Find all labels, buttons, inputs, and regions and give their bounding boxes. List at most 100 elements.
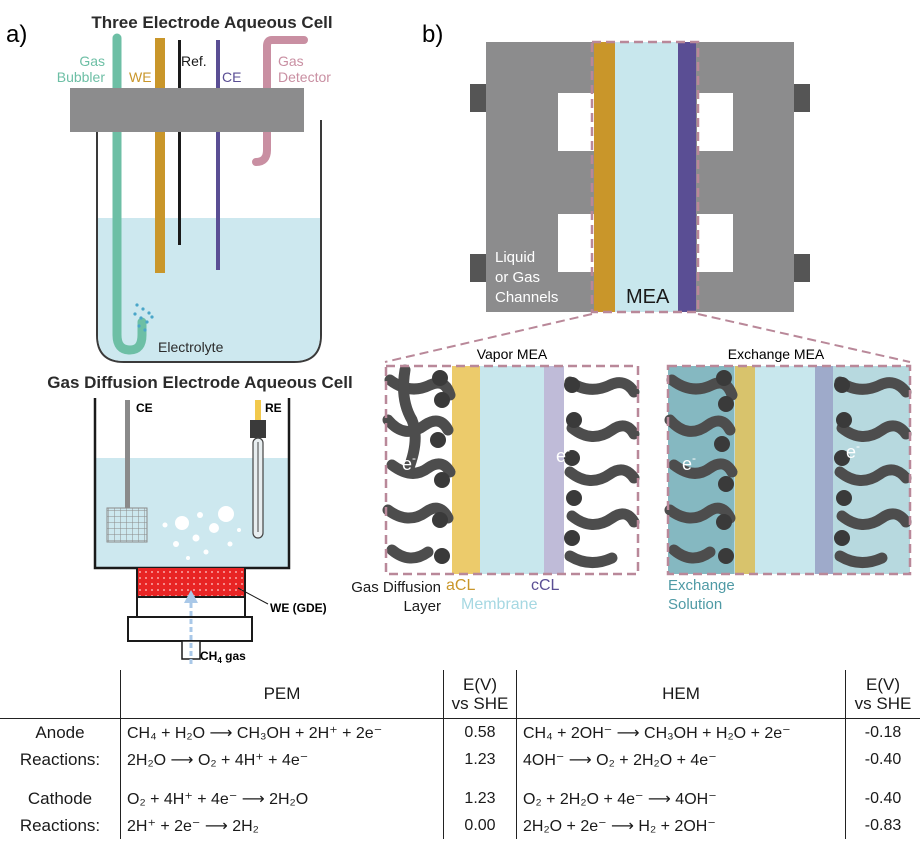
exchange-acl: [735, 366, 755, 574]
vapor-electron-left: e-: [402, 451, 416, 474]
pem-reaction: 2H⁺ + 2e⁻ ⟶ 2H₂: [120, 812, 444, 839]
ce-label: CE: [222, 69, 241, 85]
anode-label-1: Anode: [35, 722, 85, 742]
hem-potential: -0.18: [845, 718, 920, 746]
hem-potential: -0.40: [845, 746, 920, 773]
beaker-outline: [96, 120, 322, 363]
ref-label: Ref.: [181, 53, 207, 69]
gas-bubbler-label-2: Bubbler: [57, 69, 106, 85]
gde-re-label: RE: [265, 401, 282, 415]
gde-re-tip: [255, 400, 261, 422]
vapor-acl: [452, 366, 480, 574]
gas-detector-label-2: Detector: [278, 69, 331, 85]
pem-reaction: 2H₂O ⟶ O₂ + 4H⁺ + 4e⁻: [120, 746, 444, 773]
electrolyte-label: Electrolyte: [158, 339, 224, 355]
exchange-dashed-outline: [666, 364, 912, 576]
three-electrode-title: Three Electrode Aqueous Cell: [91, 13, 332, 32]
gde-ce-mesh: [106, 507, 148, 543]
left-channel-bottom: [558, 214, 594, 272]
vapor-gdl-fibers-right: [564, 376, 640, 568]
hem-reaction: CH₄ + 2OH⁻ ⟶ CH₃OH + H₂O + 2e⁻: [516, 718, 846, 746]
electrolyte-fill: [98, 218, 320, 361]
gde-ce-label: CE: [136, 401, 153, 415]
exchange-electron-left: e-: [682, 451, 696, 474]
vapor-ccl: [544, 366, 564, 574]
anode-label-2: Reactions:: [19, 749, 101, 769]
hem-reaction: 4OH⁻ ⟶ O₂ + 2H₂O + 4e⁻: [516, 746, 846, 773]
exchange-ccl: [815, 366, 833, 574]
mea-dashed-outline: [590, 40, 700, 314]
working-electrode-rod: [155, 38, 165, 273]
exchange-gdl-fibers-left: [664, 374, 738, 564]
vapor-gdl-particles-left: [430, 370, 450, 564]
reference-electrode-rod: [178, 40, 181, 245]
gde-re-cap: [250, 420, 266, 438]
mea-cell: Liquid or Gas Channels MEA: [384, 40, 911, 363]
pem-potential: 0.00: [443, 812, 517, 839]
we-label: WE: [129, 69, 152, 85]
vapor-mea-detail: Vapor MEA e- e-: [382, 346, 640, 576]
exchange-gdl-particles-right: [834, 377, 852, 546]
acl-label: aCL: [446, 577, 475, 594]
cathode-label-1: Cathode: [27, 788, 93, 808]
gde-bubbles: [162, 506, 241, 560]
port-left-bottom: [470, 254, 488, 282]
exchange-solution-label-1: Exchange: [668, 577, 735, 594]
ch4-gas-label: CH4 gas: [200, 649, 246, 665]
reaction-table: PEM E(V) vs SHE HEM E(V) vs SHE Anode CH₄ …: [0, 670, 920, 839]
panel-a-label: a): [6, 21, 27, 48]
right-channel-top: [697, 93, 733, 151]
vapor-membrane: [480, 366, 544, 574]
table-row: Cathode O₂ + 4H⁺ + 4e⁻ ⟶ 2H₂O 1.23 O₂ + …: [0, 785, 920, 812]
membrane-layer: [615, 42, 678, 312]
mea-label: MEA: [626, 286, 670, 308]
ccl-label: cCL: [531, 577, 560, 594]
pem-potential: 1.23: [443, 746, 517, 773]
header-pem: PEM: [120, 670, 444, 719]
right-channel-bottom: [697, 214, 733, 272]
mea-legend: Gas Diffusion Layer aCL cCL Membrane Exc…: [351, 577, 734, 615]
zoom-line-left: [384, 313, 593, 363]
gde-cell: Gas Diffusion Electrode Aqueous Cell CE …: [47, 373, 352, 665]
channels-label-1: Liquid: [495, 249, 535, 266]
zoom-line-right: [697, 313, 911, 363]
hem-potential: -0.40: [845, 785, 920, 812]
header-pem-e: E(V) vs SHE: [443, 670, 517, 719]
vapor-gdl-fibers-left: [382, 364, 456, 564]
anode-layer: [594, 42, 615, 312]
vapor-mea-title: Vapor MEA: [477, 346, 548, 362]
exchange-gdl-fibers-right: [834, 376, 912, 568]
header-hem: HEM: [516, 670, 846, 719]
channels-label-3: Channels: [495, 289, 558, 306]
we-gde-label: WE (GDE): [270, 601, 327, 615]
hem-reaction: O₂ + 2H₂O + 4e⁻ ⟶ 4OH⁻: [516, 785, 846, 812]
exchange-mea-title: Exchange MEA: [728, 346, 825, 362]
vapor-electron-right: e-: [556, 443, 570, 466]
hem-potential: -0.83: [845, 812, 920, 839]
gde-title: Gas Diffusion Electrode Aqueous Cell: [47, 373, 352, 392]
hem-reaction: 2H₂O + 2e⁻ ⟶ H₂ + 2OH⁻: [516, 812, 846, 839]
port-left-top: [470, 84, 488, 112]
port-right-bottom: [792, 254, 810, 282]
table-row: Reactions: 2H₂O ⟶ O₂ + 4H⁺ + 4e⁻ 1.23 4O…: [0, 746, 920, 773]
pem-potential: 1.23: [443, 785, 517, 812]
exchange-membrane: [755, 366, 815, 574]
left-channel-top: [558, 93, 594, 151]
pem-reaction: CH₄ + H₂O ⟶ CH₃OH + 2H⁺ + 2e⁻: [120, 718, 444, 746]
exchange-electron-right: e-: [846, 439, 860, 462]
gas-bubbler-tube: [112, 33, 147, 355]
cell-lid: [70, 88, 304, 132]
cathode-label-2: Reactions:: [19, 815, 101, 835]
exchange-gdl-particles-left: [714, 370, 734, 564]
figure-canvas: a) Three Electrode Aqueous Cell Electrol…: [6, 13, 912, 665]
three-electrode-cell: Three Electrode Aqueous Cell Electrolyte…: [57, 13, 333, 363]
counter-electrode-rod: [216, 40, 220, 270]
table-row: Anode CH₄ + H₂O ⟶ CH₃OH + 2H⁺ + 2e⁻ 0.58…: [0, 718, 920, 746]
pem-reaction: O₂ + 4H⁺ + 4e⁻ ⟶ 2H₂O: [120, 785, 444, 812]
gas-bubbler-label-1: Gas: [79, 53, 105, 69]
cathode-layer: [678, 42, 696, 312]
gdl-label-1: Gas Diffusion: [351, 579, 441, 596]
membrane-label: Membrane: [461, 596, 538, 613]
gde-ce-rod: [125, 400, 130, 508]
vapor-gdl-particles-right: [564, 377, 582, 546]
